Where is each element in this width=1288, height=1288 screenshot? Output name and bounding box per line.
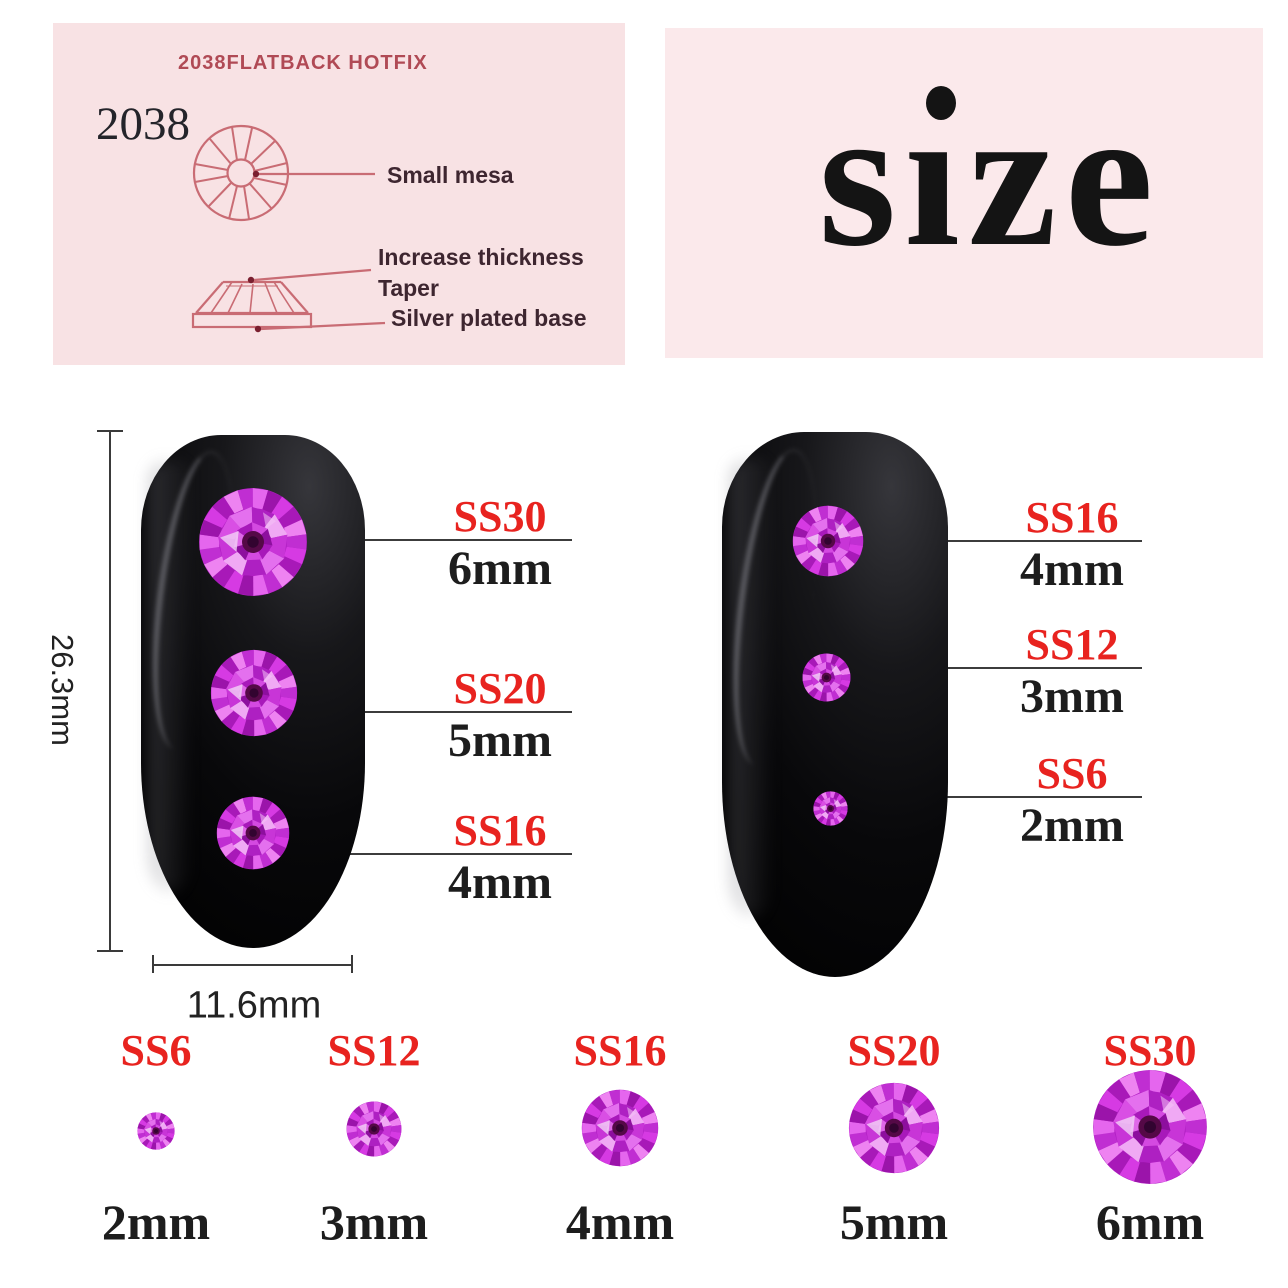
length-dimension-line	[109, 431, 111, 952]
gem-right-nail-ss12	[801, 652, 851, 702]
width-dim-cap-left	[152, 955, 154, 973]
gem-left-nail-ss16	[216, 796, 290, 870]
ss-label: SS16	[1025, 493, 1119, 542]
mm-label: 4mm	[1020, 543, 1124, 596]
row-mm-label: 4mm	[565, 1194, 675, 1250]
gem-row-ss16	[581, 1089, 659, 1167]
callout-taper: Taper	[378, 275, 439, 301]
row-mm-label: 5mm	[839, 1194, 949, 1250]
width-dimension-line	[153, 964, 353, 966]
leader-line-ss16-right	[930, 540, 1142, 542]
gem-left-nail-ss30	[199, 488, 307, 596]
gem-right-nail-ss16	[792, 505, 864, 577]
mm-label: 6mm	[448, 542, 552, 595]
row-ss-label: SS20	[847, 1026, 941, 1075]
gem-left-nail-ss20	[210, 649, 298, 737]
leader-line-ss6	[900, 796, 1142, 798]
gem-row-ss6	[137, 1112, 175, 1150]
row-ss-label: SS16	[573, 1026, 667, 1075]
nail-length-label: 26.3mm	[45, 634, 80, 746]
gem-row-ss20	[848, 1082, 940, 1174]
ss-label: SS12	[1025, 620, 1119, 669]
size-title: sıze	[818, 67, 1162, 288]
size-panel	[665, 28, 1263, 358]
length-dim-cap-top	[97, 430, 123, 432]
gem-right-nail-ss6	[812, 790, 848, 826]
callout-increase-thickness: Increase thickness	[378, 244, 584, 270]
row-ss-label: SS30	[1103, 1026, 1197, 1075]
row-ss-label: SS6	[120, 1026, 192, 1075]
ss-label: SS16	[453, 806, 547, 855]
ss-label: SS20	[453, 664, 547, 713]
nail-width-label: 11.6mm	[186, 984, 322, 1027]
mm-label: 2mm	[1020, 799, 1124, 852]
spec-model-number: 2038	[96, 98, 190, 150]
leader-line-ss30	[340, 539, 572, 541]
mm-label: 4mm	[448, 856, 552, 909]
size-title-dot	[926, 86, 956, 120]
spec-title: 2038FLATBACK HOTFIX	[178, 52, 428, 74]
rhinestone-diagram	[191, 124, 386, 333]
spec-panel: 2038FLATBACK HOTFIX 2038 Small mesa Incr…	[53, 23, 625, 365]
row-ss-label: SS12	[327, 1026, 421, 1075]
gem-row-ss12	[346, 1101, 402, 1157]
ss-label: SS6	[1036, 749, 1108, 798]
row-mm-label: 6mm	[1095, 1194, 1205, 1250]
callout-silver-base: Silver plated base	[391, 305, 587, 331]
width-dim-cap-right	[351, 955, 353, 973]
row-mm-label: 2mm	[101, 1194, 211, 1250]
ss-label: SS30	[453, 492, 547, 541]
mm-label: 5mm	[448, 714, 552, 767]
leader-line-ss20	[340, 711, 572, 713]
row-mm-label: 3mm	[319, 1194, 429, 1250]
mm-label: 3mm	[1020, 670, 1124, 723]
length-dim-cap-bottom	[97, 950, 123, 952]
callout-small-mesa: Small mesa	[387, 162, 514, 188]
gem-row-ss30	[1093, 1070, 1207, 1184]
leader-line-ss12	[925, 667, 1142, 669]
leader-line-ss16-left	[338, 853, 572, 855]
